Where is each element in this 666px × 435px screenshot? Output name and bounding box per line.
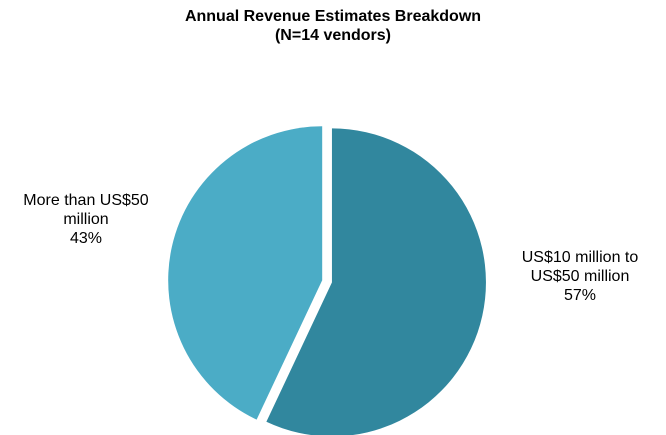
value-label: 43% [69, 230, 103, 247]
chart-subtitle: (N=14 vendors) [274, 27, 392, 44]
category-label: More than US$50 million [23, 192, 149, 228]
slice-label: More than US$50 million 43% [22, 191, 150, 248]
slice-label: US$10 million to US$50 million 57% [505, 248, 655, 305]
pie-slice [168, 126, 323, 420]
value-label: 57% [563, 287, 597, 304]
pie-slice [266, 128, 486, 435]
chart-title: Annual Revenue Estimates Breakdown [184, 8, 482, 25]
category-label: US$10 million to US$50 million [521, 249, 639, 285]
